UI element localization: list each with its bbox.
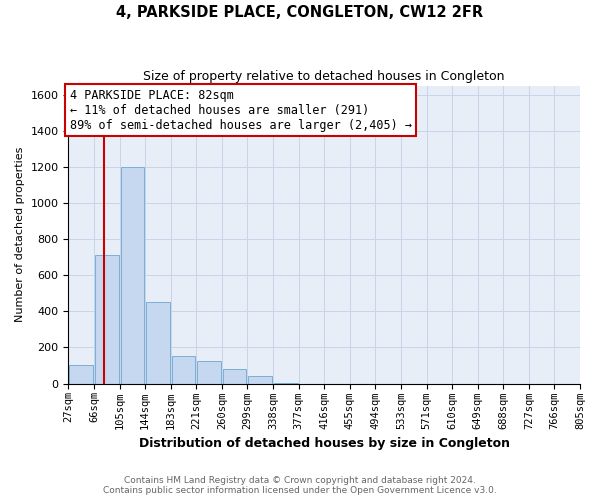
Bar <box>274 382 298 384</box>
Bar <box>172 356 195 384</box>
Bar <box>197 361 221 384</box>
Bar <box>223 369 247 384</box>
Title: Size of property relative to detached houses in Congleton: Size of property relative to detached ho… <box>143 70 505 83</box>
Text: 4, PARKSIDE PLACE, CONGLETON, CW12 2FR: 4, PARKSIDE PLACE, CONGLETON, CW12 2FR <box>116 5 484 20</box>
Bar <box>70 366 93 384</box>
Bar <box>95 256 119 384</box>
Bar <box>248 376 272 384</box>
Y-axis label: Number of detached properties: Number of detached properties <box>15 147 25 322</box>
X-axis label: Distribution of detached houses by size in Congleton: Distribution of detached houses by size … <box>139 437 510 450</box>
Text: 4 PARKSIDE PLACE: 82sqm
← 11% of detached houses are smaller (291)
89% of semi-d: 4 PARKSIDE PLACE: 82sqm ← 11% of detache… <box>70 88 412 132</box>
Bar <box>121 167 144 384</box>
Bar <box>146 302 170 384</box>
Text: Contains HM Land Registry data © Crown copyright and database right 2024.
Contai: Contains HM Land Registry data © Crown c… <box>103 476 497 495</box>
